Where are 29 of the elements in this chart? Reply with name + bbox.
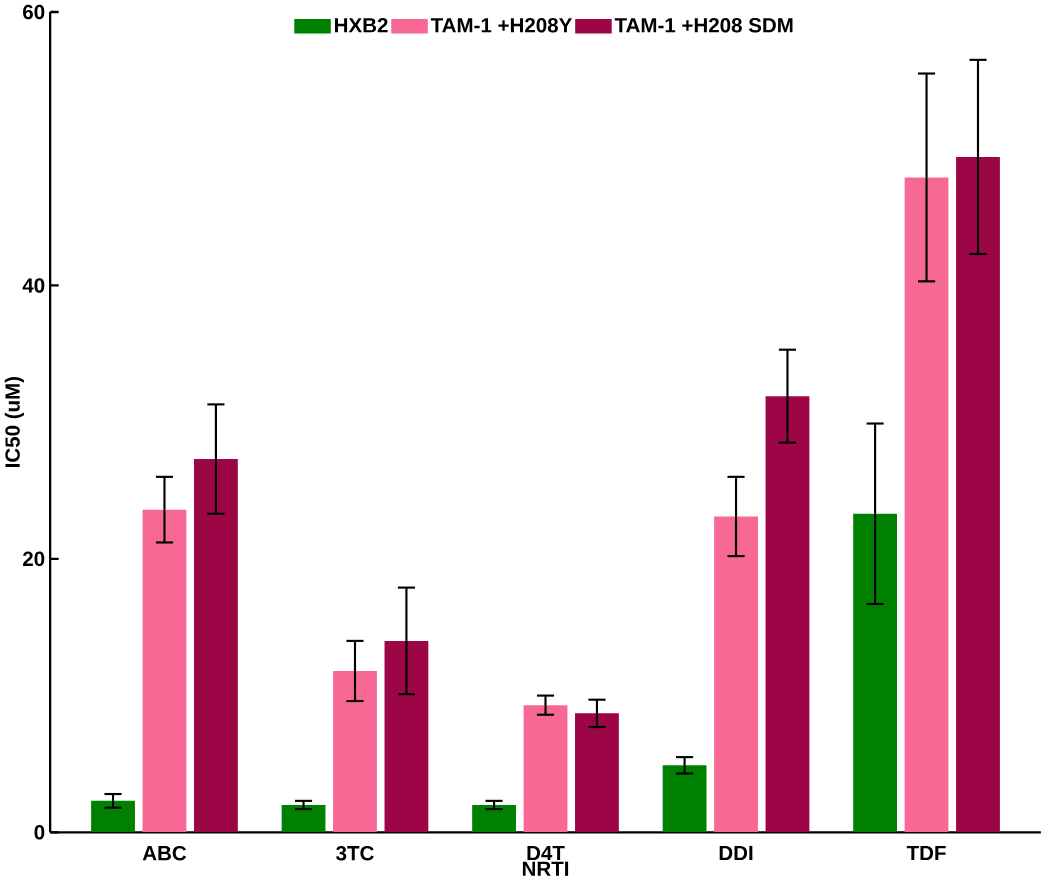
bar: [333, 671, 377, 833]
bar: [714, 516, 758, 833]
bar: [853, 513, 898, 833]
bar: [575, 713, 619, 833]
bar: [765, 396, 810, 833]
x-tick-label: 3TC: [336, 846, 374, 861]
bar: [91, 801, 135, 833]
x-tick-label: TDF: [906, 846, 946, 861]
bar: [281, 805, 326, 833]
x-tick-label: D4T: [527, 846, 565, 861]
bar: [523, 705, 568, 833]
bar: [194, 459, 238, 833]
x-tick-label: DDI: [719, 846, 753, 861]
x-axis-title: NRTI: [522, 861, 569, 877]
bar: [662, 765, 707, 833]
y-tick-label: 20: [23, 551, 45, 567]
y-tick-label: 60: [23, 4, 45, 20]
bar: [142, 509, 187, 833]
bar: [904, 177, 949, 833]
legend-label: TAM-1 +H208 SDM: [614, 18, 793, 33]
bar: [384, 641, 429, 833]
y-tick-label: 0: [34, 825, 45, 840]
legend-label: HXB2: [335, 18, 388, 33]
bar: [956, 157, 1000, 833]
y-tick-label: 40: [22, 278, 45, 293]
bar: [472, 805, 516, 833]
y-axis-title: IC50 (uM): [4, 377, 24, 468]
legend-label: TAM-1 +H208Y: [430, 18, 572, 33]
x-tick-label: ABC: [142, 846, 187, 861]
